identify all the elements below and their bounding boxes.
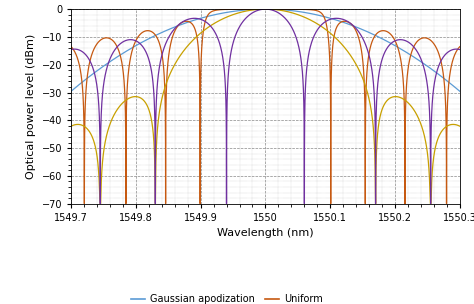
- Legend: Gaussian apodization, Sine apodization, Uniform, Raised sine apodization: Gaussian apodization, Sine apodization, …: [127, 290, 404, 304]
- X-axis label: Wavelength (nm): Wavelength (nm): [217, 228, 314, 238]
- Y-axis label: Optical power level (dBm): Optical power level (dBm): [26, 34, 36, 179]
